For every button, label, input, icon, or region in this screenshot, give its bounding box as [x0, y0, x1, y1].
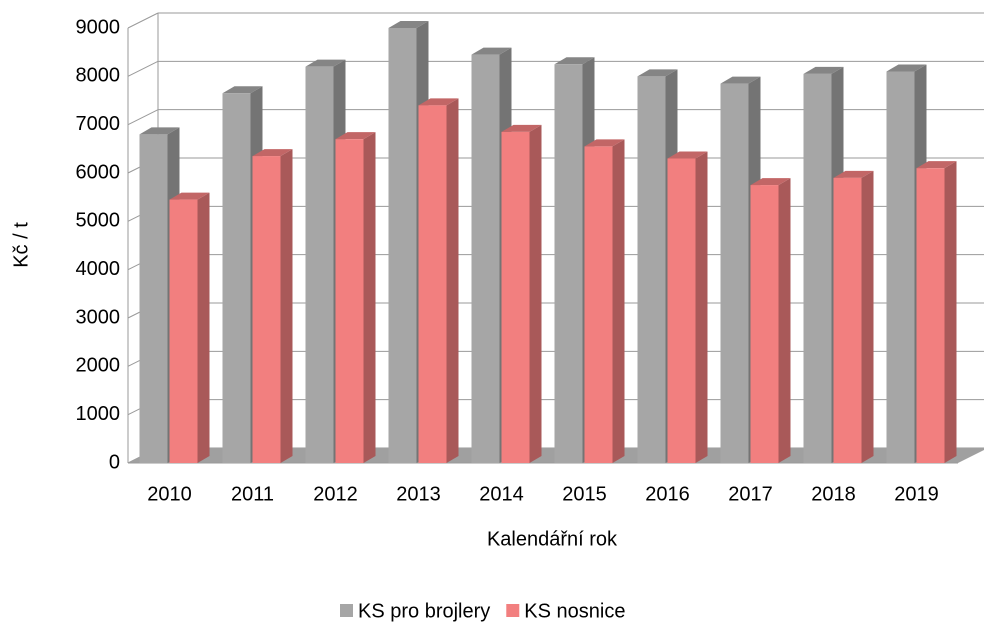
- y-tick-label: 4000: [76, 258, 121, 280]
- x-tick-label: 2017: [728, 483, 773, 505]
- bar: [750, 178, 791, 464]
- bar-top: [916, 161, 957, 169]
- legend-label: KS nosnice: [524, 600, 625, 622]
- bar-front: [418, 105, 447, 463]
- y-tick-label: 9000: [76, 16, 121, 38]
- y-tick-label: 5000: [76, 210, 121, 232]
- bar-side: [612, 139, 625, 463]
- y-tick-label: 8000: [76, 65, 121, 87]
- bar-top: [667, 151, 708, 159]
- bar-top: [335, 132, 376, 140]
- bar-front: [667, 158, 696, 463]
- y-tick-label: 0: [109, 451, 120, 473]
- bar-top: [471, 47, 512, 55]
- bar-top: [418, 98, 459, 106]
- x-tick-label: 2016: [645, 483, 690, 505]
- bar-front: [584, 146, 613, 463]
- bar-front: [886, 71, 915, 463]
- grid-side: [127, 60, 159, 77]
- bar-top: [750, 178, 791, 186]
- bar-front: [637, 76, 666, 463]
- x-tick-label: 2014: [479, 483, 524, 505]
- bar-top: [584, 139, 625, 147]
- bar: [501, 124, 542, 464]
- bar-top: [305, 59, 346, 67]
- bar-front: [252, 156, 281, 464]
- bar-front: [916, 168, 945, 463]
- y-tick-label: 7000: [76, 113, 121, 135]
- bar-side: [363, 132, 376, 463]
- bar-top: [833, 170, 874, 178]
- bar-side: [695, 151, 708, 463]
- bar-front: [335, 139, 364, 463]
- bar-side: [529, 124, 542, 464]
- bar-front: [139, 134, 168, 464]
- bar-front: [388, 28, 417, 463]
- grid-side: [127, 12, 159, 29]
- bar: [584, 139, 625, 463]
- bar-top: [388, 21, 429, 28]
- x-tick-label: 2013: [396, 483, 441, 505]
- bar: [916, 161, 957, 463]
- bar-top: [252, 149, 293, 157]
- y-tick-label: 1000: [76, 403, 121, 425]
- bar-side: [280, 149, 293, 464]
- bar-front: [833, 177, 862, 464]
- bar-side: [197, 192, 210, 464]
- bar: [833, 170, 874, 464]
- y-axis-label: Kč / t: [10, 222, 32, 268]
- bar-side: [446, 98, 459, 463]
- bar-front: [305, 66, 334, 464]
- bar-top: [222, 86, 263, 94]
- x-tick-label: 2011: [231, 483, 274, 505]
- bar-side: [778, 178, 791, 464]
- y-tick-label: 3000: [76, 306, 121, 328]
- bar-front: [169, 199, 198, 464]
- bar-front: [222, 93, 251, 463]
- bar-side: [861, 170, 874, 464]
- bar-front: [471, 54, 500, 463]
- x-tick-label: 2018: [811, 483, 856, 505]
- legend-label: KS pro brojlery: [358, 600, 490, 622]
- x-tick-label: 2015: [562, 483, 607, 505]
- bar-top: [139, 127, 180, 135]
- grid-side: [127, 109, 159, 126]
- bar-top: [637, 69, 678, 77]
- y-tick-label: 6000: [76, 161, 121, 183]
- bar-front: [750, 185, 779, 464]
- bar-front: [803, 73, 832, 464]
- x-axis-label: Kalendářní rok: [487, 528, 618, 550]
- x-tick-label: 2019: [894, 483, 939, 505]
- bar: [169, 192, 210, 464]
- bar: [667, 151, 708, 463]
- bar-front: [554, 64, 583, 463]
- bar-top: [501, 124, 542, 132]
- y-tick-label: 2000: [76, 355, 121, 377]
- bar-front: [501, 131, 530, 463]
- bar-front: [720, 83, 749, 463]
- bar-top: [554, 57, 595, 65]
- x-tick-label: 2010: [147, 483, 192, 505]
- grid-line: [127, 12, 984, 29]
- legend-swatch: [340, 604, 353, 617]
- bar: [335, 132, 376, 463]
- bar-top: [803, 66, 844, 74]
- bar-top: [886, 64, 927, 72]
- bar-side: [944, 161, 957, 463]
- bar: [252, 149, 293, 464]
- bar: [418, 98, 459, 463]
- legend-swatch: [506, 604, 520, 617]
- bar-top: [720, 76, 761, 84]
- bar-top: [169, 192, 210, 200]
- x-tick-label: 2012: [313, 483, 358, 505]
